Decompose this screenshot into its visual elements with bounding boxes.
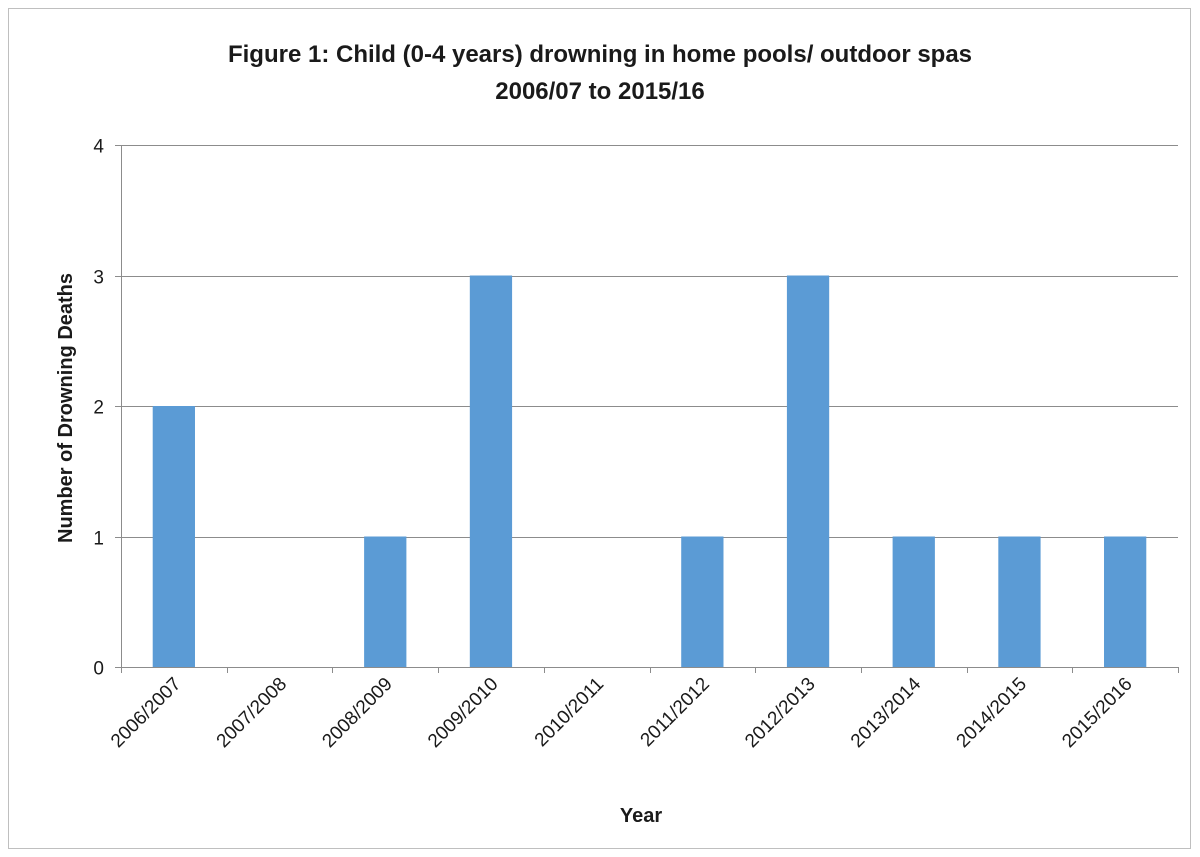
x-tick-label: 2014/2015: [953, 674, 1031, 752]
bar: [681, 536, 724, 667]
x-tick-label: 2007/2008: [213, 674, 291, 752]
gridlines: [115, 145, 1178, 538]
y-tick-labels: 0 1 2 3 4: [93, 137, 104, 680]
y-tick-label: 3: [93, 268, 104, 289]
bar: [892, 536, 935, 667]
x-tick-label: 2012/2013: [741, 674, 819, 752]
bars: [152, 275, 1147, 667]
chart-title: Figure 1: Child (0-4 years) drowning in …: [0, 36, 1200, 110]
y-tick-label: 0: [93, 659, 104, 680]
bar: [786, 275, 830, 667]
chart-title-line-1: Figure 1: Child (0-4 years) drowning in …: [227, 41, 973, 68]
bar: [1104, 536, 1147, 667]
x-tick-label: 2013/2014: [847, 673, 926, 752]
x-tick-label: 2006/2007: [107, 674, 185, 752]
bar: [364, 536, 407, 667]
y-tick-label: 4: [93, 137, 104, 158]
x-tick-label: 2009/2010: [424, 674, 502, 752]
x-axis-title: Year: [620, 805, 662, 827]
bar: [998, 536, 1041, 667]
chart-title-line-2: 2006/07 to 2015/16: [495, 78, 705, 105]
y-axis-title: Number of Drowning Deaths: [55, 273, 77, 543]
axes: [115, 145, 1179, 673]
bar: [152, 406, 195, 667]
y-tick-label: 2: [93, 398, 104, 419]
x-tick-label: 2015/2016: [1058, 674, 1136, 752]
chart-frame: [8, 8, 1191, 849]
x-tick-label: 2011/2012: [637, 674, 714, 751]
x-tick-label: 2008/2009: [318, 674, 396, 752]
y-tick-label: 1: [93, 529, 104, 550]
x-tick-labels: 2006/2007 2007/2008 2008/2009 2009/2010 2010…: [107, 673, 1137, 752]
bar: [469, 275, 513, 667]
x-tick-label: 2010/2011: [531, 674, 608, 751]
